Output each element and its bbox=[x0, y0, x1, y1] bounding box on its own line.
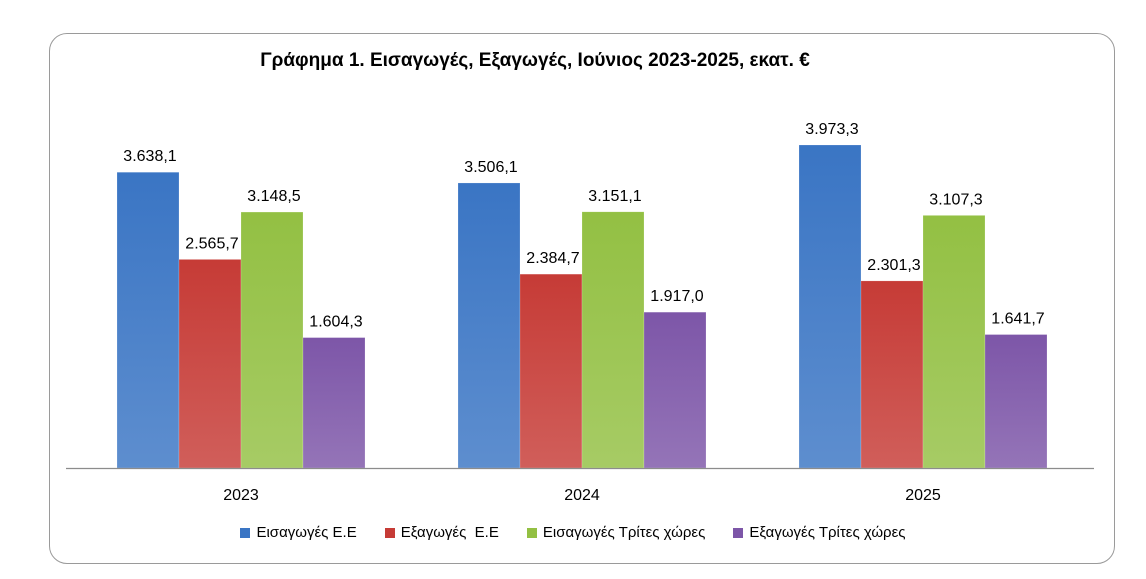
chart-title: Γράφημα 1. Εισαγωγές, Εξαγωγές, Ιούνιος … bbox=[260, 50, 810, 71]
x-tick-label-2024: 2024 bbox=[564, 487, 600, 504]
legend-item-1: Εξαγωγές Ε.Ε bbox=[384, 524, 499, 541]
x-tick-label-2025: 2025 bbox=[905, 487, 941, 504]
bar-2024-series-1 bbox=[519, 273, 583, 469]
data-label-2025-series-2: 3.107,3 bbox=[929, 191, 982, 208]
legend-label-2: Εισαγωγές Τρίτες χώρες bbox=[542, 524, 706, 541]
data-label-2024-series-1: 2.384,7 bbox=[526, 250, 579, 267]
data-label-2025-series-0: 3.973,3 bbox=[805, 121, 858, 138]
bar-2024-series-3 bbox=[643, 311, 707, 469]
legend-item-3: Εξαγωγές Τρίτες χώρες bbox=[733, 524, 906, 541]
data-label-2023-series-0: 3.638,1 bbox=[123, 148, 176, 165]
legend-label-3: Εξαγωγές Τρίτες χώρες bbox=[749, 524, 906, 541]
bar-2023-series-3 bbox=[302, 337, 366, 469]
data-label-2023-series-1: 2.565,7 bbox=[185, 235, 238, 252]
legend-item-2: Εισαγωγές Τρίτες χώρες bbox=[526, 524, 706, 541]
data-label-2024-series-3: 1.917,0 bbox=[650, 288, 703, 305]
data-label-2024-series-0: 3.506,1 bbox=[464, 159, 517, 176]
bar-2023-series-2 bbox=[240, 211, 304, 469]
legend-label-0: Εισαγωγές Ε.Ε bbox=[256, 524, 357, 541]
legend-label-1: Εξαγωγές Ε.Ε bbox=[400, 524, 499, 541]
bar-2025-series-0 bbox=[798, 144, 862, 469]
x-tick-label-2023: 2023 bbox=[223, 487, 259, 504]
legend-swatch-2 bbox=[526, 527, 537, 538]
bar-2025-series-3 bbox=[984, 334, 1048, 469]
bar-2025-series-2 bbox=[922, 215, 986, 469]
data-label-2025-series-3: 1.641,7 bbox=[991, 311, 1044, 328]
legend-item-0: Εισαγωγές Ε.Ε bbox=[240, 524, 357, 541]
bar-2025-series-1 bbox=[860, 280, 924, 469]
bar-2023-series-1 bbox=[178, 259, 242, 469]
legend-swatch-1 bbox=[384, 527, 395, 538]
legend-swatch-3 bbox=[733, 527, 744, 538]
legend-swatch-0 bbox=[240, 527, 251, 538]
data-label-2024-series-2: 3.151,1 bbox=[588, 188, 641, 205]
bar-2024-series-2 bbox=[581, 211, 645, 469]
data-label-2023-series-2: 3.148,5 bbox=[247, 188, 300, 205]
bar-2024-series-0 bbox=[457, 182, 521, 469]
chart-legend: Εισαγωγές Ε.Ε Εξαγωγές Ε.Ε Εισαγωγές Τρίτε… bbox=[0, 524, 1146, 541]
bar-2023-series-0 bbox=[116, 171, 180, 469]
data-label-2025-series-1: 2.301,3 bbox=[867, 257, 920, 274]
data-label-2023-series-3: 1.604,3 bbox=[309, 314, 362, 331]
